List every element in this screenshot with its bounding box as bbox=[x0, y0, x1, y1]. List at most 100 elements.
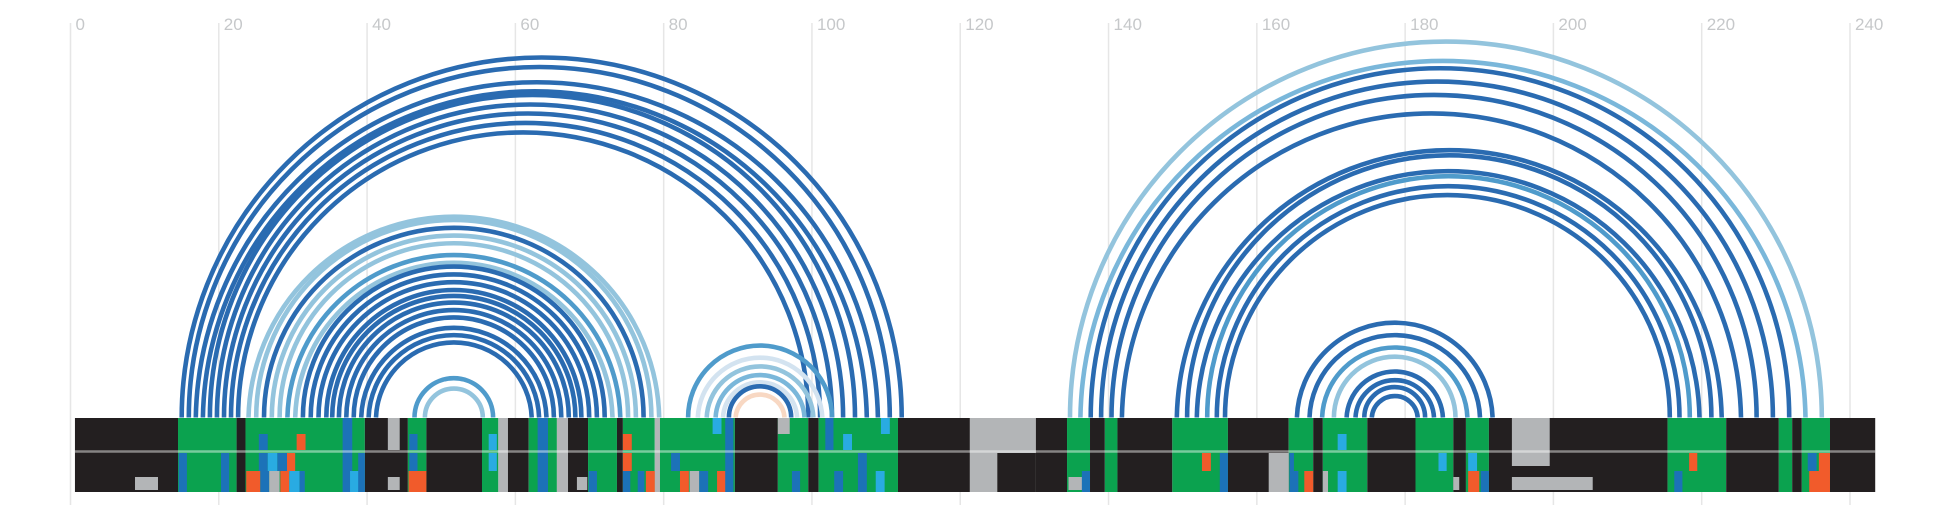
arc-link[interactable] bbox=[228, 120, 823, 418]
track-variant-cell[interactable] bbox=[622, 434, 632, 450]
arc-link[interactable] bbox=[373, 340, 534, 418]
arc-link[interactable] bbox=[316, 279, 592, 418]
track-variant-cell[interactable] bbox=[246, 471, 261, 492]
track-variant-cell[interactable] bbox=[260, 471, 270, 492]
arc-link[interactable] bbox=[269, 233, 639, 418]
track-variant-cell[interactable] bbox=[671, 453, 680, 471]
track-segment[interactable] bbox=[897, 418, 970, 492]
track-variant-cell[interactable] bbox=[1219, 453, 1228, 492]
arc-link[interactable] bbox=[1307, 332, 1483, 418]
arc-link[interactable] bbox=[366, 332, 542, 418]
arc-link[interactable] bbox=[1319, 345, 1470, 418]
track-variant-cell[interactable] bbox=[880, 418, 890, 434]
track-variant-cell[interactable] bbox=[289, 471, 300, 492]
arc-link[interactable] bbox=[261, 225, 646, 418]
track-variant-cell[interactable] bbox=[387, 418, 400, 450]
arc-link[interactable] bbox=[726, 384, 794, 418]
track-segment[interactable] bbox=[616, 418, 623, 492]
track-variant-cell[interactable] bbox=[1337, 471, 1347, 492]
arc-link[interactable] bbox=[1294, 320, 1495, 418]
track-variant-cell[interactable] bbox=[875, 471, 885, 492]
track-variant-cell[interactable] bbox=[857, 453, 867, 492]
track-variant-cell[interactable] bbox=[1438, 453, 1447, 471]
track-variant-cell[interactable] bbox=[588, 471, 597, 492]
track-variant-cell[interactable] bbox=[1289, 471, 1299, 492]
arc-link[interactable] bbox=[720, 380, 800, 418]
track-segment[interactable] bbox=[808, 418, 819, 492]
track-variant-cell[interactable] bbox=[637, 471, 645, 492]
track-variant-cell[interactable] bbox=[221, 453, 230, 492]
track-segment[interactable] bbox=[1117, 418, 1173, 492]
arc-link[interactable] bbox=[1222, 192, 1673, 418]
arc-link[interactable] bbox=[412, 375, 496, 418]
arc-link[interactable] bbox=[253, 217, 654, 418]
track-variant-cell[interactable] bbox=[1689, 453, 1698, 471]
track-segment[interactable] bbox=[1090, 418, 1105, 492]
track-variant-cell[interactable] bbox=[1809, 471, 1830, 492]
track-segment[interactable] bbox=[1829, 418, 1876, 492]
track-variant-cell[interactable] bbox=[1201, 453, 1211, 471]
track-variant-cell[interactable] bbox=[843, 434, 852, 450]
track-segment[interactable] bbox=[568, 418, 589, 492]
arc-link[interactable] bbox=[1344, 369, 1446, 418]
arc-link[interactable] bbox=[704, 364, 816, 418]
track-variant-cell[interactable] bbox=[834, 471, 844, 492]
track-variant-cell[interactable] bbox=[1480, 471, 1489, 492]
track-variant-cell[interactable] bbox=[258, 434, 268, 450]
arc-link[interactable] bbox=[285, 252, 623, 418]
track-segment[interactable] bbox=[734, 418, 778, 492]
arc-link[interactable] bbox=[1098, 79, 1776, 418]
arc-link[interactable] bbox=[713, 372, 807, 418]
track-segment[interactable] bbox=[1453, 418, 1466, 492]
track-variant-cell[interactable] bbox=[537, 418, 549, 492]
track-variant-cell[interactable] bbox=[1337, 434, 1347, 450]
track-variant-cell[interactable] bbox=[342, 418, 353, 492]
track-variant-cell[interactable] bbox=[1304, 471, 1314, 492]
track-variant-cell[interactable] bbox=[1807, 453, 1817, 471]
track-variant-cell[interactable] bbox=[679, 471, 689, 492]
track-segment[interactable] bbox=[364, 418, 408, 492]
track-variant-cell[interactable] bbox=[1674, 471, 1683, 492]
track-segment[interactable] bbox=[426, 418, 483, 492]
arc-link[interactable] bbox=[186, 64, 893, 418]
arc-link[interactable] bbox=[1194, 168, 1702, 418]
track-segment[interactable] bbox=[556, 418, 569, 492]
track-segment[interactable] bbox=[74, 418, 179, 492]
track-variant-cell[interactable] bbox=[622, 453, 632, 471]
track-variant-cell[interactable] bbox=[622, 471, 631, 492]
track-variant-cell[interactable] bbox=[1289, 453, 1294, 471]
track-variant-cell[interactable] bbox=[387, 477, 400, 490]
arc-link[interactable] bbox=[1331, 354, 1458, 418]
arc-link[interactable] bbox=[1067, 39, 1825, 418]
track-variant-cell[interactable] bbox=[409, 434, 418, 450]
arc-link[interactable] bbox=[214, 102, 846, 418]
track-variant-cell[interactable] bbox=[1081, 471, 1091, 492]
track-variant-cell[interactable] bbox=[269, 471, 280, 492]
track-segment[interactable] bbox=[1778, 418, 1793, 492]
track-variant-cell[interactable] bbox=[1453, 477, 1460, 490]
track-variant-cell[interactable] bbox=[777, 418, 790, 434]
track-variant-cell[interactable] bbox=[725, 418, 734, 492]
track-variant-cell[interactable] bbox=[287, 453, 296, 471]
track-variant-cell[interactable] bbox=[358, 453, 365, 492]
track-variant-cell[interactable] bbox=[1322, 471, 1329, 492]
track-variant-cell[interactable] bbox=[1511, 418, 1550, 466]
track-segment[interactable] bbox=[1104, 418, 1118, 492]
track-variant-cell[interactable] bbox=[997, 453, 1036, 492]
arc-link[interactable] bbox=[207, 92, 858, 418]
arc-link[interactable] bbox=[221, 111, 835, 418]
track-variant-cell[interactable] bbox=[825, 418, 834, 450]
track-segment[interactable] bbox=[1367, 418, 1416, 492]
arc-link[interactable] bbox=[329, 293, 578, 418]
track-variant-cell[interactable] bbox=[135, 477, 158, 490]
arc-link[interactable] bbox=[324, 287, 584, 418]
track-segment[interactable] bbox=[1726, 418, 1779, 492]
track-variant-cell[interactable] bbox=[296, 434, 306, 450]
track-variant-cell[interactable] bbox=[791, 471, 801, 492]
arc-link[interactable] bbox=[1078, 58, 1808, 418]
arc-link[interactable] bbox=[695, 355, 825, 418]
arc-link[interactable] bbox=[1204, 173, 1693, 418]
track-variant-cell[interactable] bbox=[699, 471, 709, 492]
track-variant-cell[interactable] bbox=[350, 471, 360, 492]
